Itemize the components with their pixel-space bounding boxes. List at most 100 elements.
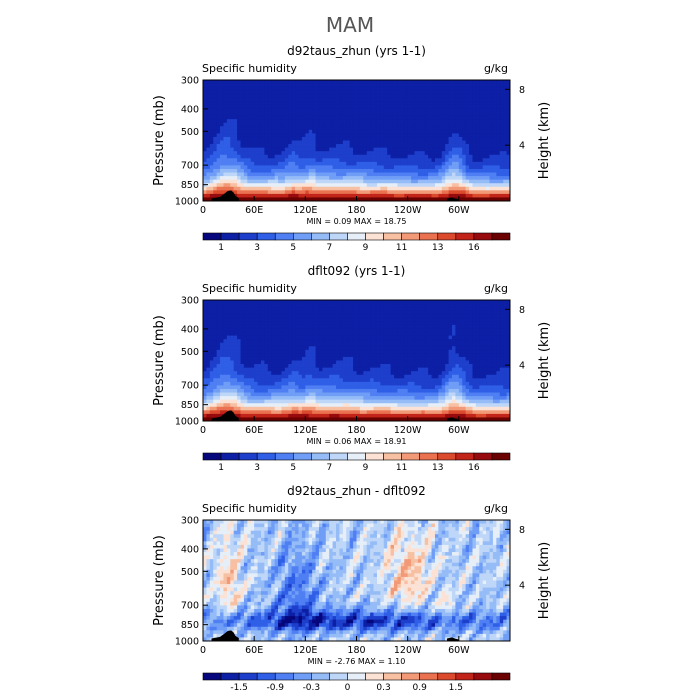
heatmap-cell xyxy=(295,90,299,95)
heatmap-cell xyxy=(220,310,224,315)
heatmap-cell xyxy=(295,349,299,354)
heatmap-cell xyxy=(233,399,238,404)
heatmap-cell xyxy=(342,406,347,411)
heatmap-cell xyxy=(230,310,235,315)
heatmap-cell xyxy=(376,151,381,156)
heatmap-cell xyxy=(237,147,241,152)
heatmap-cell xyxy=(209,151,214,156)
heatmap-cell xyxy=(312,119,316,124)
heatmap-cell xyxy=(281,183,286,188)
heatmap-cell xyxy=(455,136,460,141)
heatmap-cell xyxy=(438,83,443,88)
heatmap-cell xyxy=(336,161,340,166)
heatmap-cell xyxy=(301,317,306,322)
heatmap-cell xyxy=(315,140,320,145)
heatmap-cell xyxy=(209,324,214,329)
heatmap-cell xyxy=(209,321,214,326)
heatmap-cell xyxy=(486,129,490,134)
heatmap-cell xyxy=(305,392,310,397)
heatmap-cell xyxy=(506,101,511,106)
heatmap-cell xyxy=(414,197,419,202)
heatmap-cell xyxy=(220,410,224,415)
heatmap-cell xyxy=(336,307,340,312)
heatmap-cell xyxy=(230,364,235,369)
heatmap-cell xyxy=(370,332,374,336)
heatmap-cell xyxy=(373,317,378,322)
heatmap-cell xyxy=(278,193,282,198)
heatmap-cell xyxy=(431,179,436,184)
heatmap-cell xyxy=(366,346,371,351)
heatmap-cell xyxy=(329,396,334,401)
heatmap-cell xyxy=(458,183,463,188)
heatmap-cell xyxy=(448,115,453,120)
heatmap-cell xyxy=(400,126,405,131)
heatmap-cell xyxy=(288,101,293,106)
heatmap-cell xyxy=(400,158,405,163)
heatmap-cell xyxy=(472,158,477,163)
heatmap-cell xyxy=(390,112,395,116)
heatmap-cell xyxy=(315,133,320,138)
heatmap-cell xyxy=(400,87,405,92)
heatmap-cell xyxy=(387,339,392,344)
heatmap-cell xyxy=(452,140,456,145)
heatmap-cell xyxy=(271,87,276,92)
heatmap-cell xyxy=(291,364,296,369)
heatmap-cell xyxy=(479,151,484,156)
heatmap-cell xyxy=(339,396,344,401)
heatmap-cell xyxy=(216,332,221,336)
heatmap-cell xyxy=(452,179,456,184)
heatmap-cell xyxy=(220,147,224,152)
heatmap-cell xyxy=(220,388,224,393)
heatmap-cell xyxy=(346,165,351,170)
heatmap-cell xyxy=(424,97,429,102)
heatmap-cell xyxy=(349,324,354,329)
heatmap-cell xyxy=(332,90,337,95)
heatmap-cell xyxy=(271,385,276,390)
heatmap-cell xyxy=(247,112,252,116)
heatmap-cell xyxy=(353,314,357,319)
heatmap-cell xyxy=(305,413,310,418)
heatmap-cell xyxy=(271,144,276,149)
heatmap-cell xyxy=(469,87,473,92)
heatmap-cell xyxy=(339,324,344,329)
heatmap-cell xyxy=(424,80,429,84)
heatmap-cell xyxy=(472,112,477,116)
heatmap-cell xyxy=(506,119,511,124)
heatmap-cell xyxy=(441,190,446,195)
heatmap-cell xyxy=(315,349,320,354)
heatmap-cell xyxy=(281,112,286,116)
heatmap-cell xyxy=(383,165,388,170)
heatmap-cell xyxy=(250,140,255,145)
heatmap-cell xyxy=(312,381,316,386)
heatmap-cell xyxy=(240,300,245,304)
heatmap-cell xyxy=(417,133,422,138)
heatmap-cell xyxy=(237,151,241,156)
heatmap-cell xyxy=(206,172,211,177)
heatmap-cell xyxy=(213,122,218,127)
heatmap-cell xyxy=(305,172,310,177)
heatmap-cell xyxy=(428,83,432,88)
heatmap-cell xyxy=(216,129,221,134)
heatmap-cell xyxy=(230,129,235,134)
heatmap-cell xyxy=(203,158,207,163)
heatmap-cell xyxy=(366,136,371,141)
heatmap-cell xyxy=(366,186,371,191)
heatmap-cell xyxy=(322,108,327,113)
heatmap-cell xyxy=(230,126,235,131)
heatmap-cell xyxy=(407,172,412,177)
heatmap-cell xyxy=(301,126,306,131)
heatmap-cell xyxy=(254,364,258,369)
heatmap-cell xyxy=(278,133,282,138)
heatmap-cell xyxy=(404,90,409,95)
heatmap-cell xyxy=(492,154,497,159)
heatmap-cell xyxy=(288,140,293,145)
heatmap-cell xyxy=(339,410,344,415)
colorbar-label: 1 xyxy=(218,243,224,253)
heatmap-cell xyxy=(346,417,351,422)
heatmap-cell xyxy=(462,94,467,99)
heatmap-cell xyxy=(469,147,473,152)
heatmap-cell xyxy=(428,94,432,99)
heatmap-cell xyxy=(431,80,436,84)
heatmap-cell xyxy=(254,356,258,361)
heatmap-cell xyxy=(271,140,276,145)
